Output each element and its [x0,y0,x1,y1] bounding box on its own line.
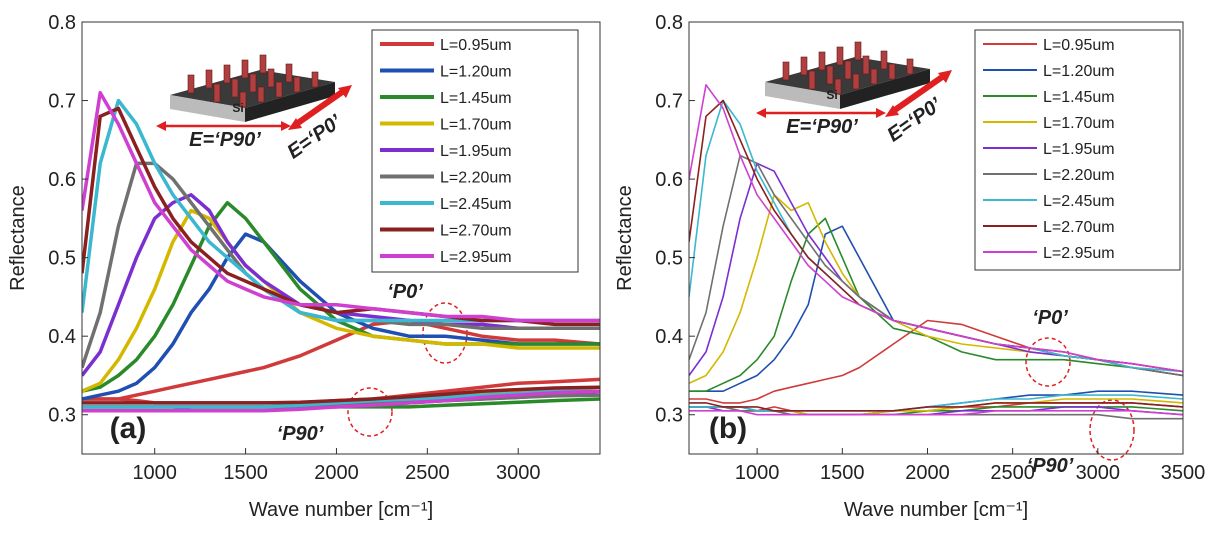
legend-label: L=1.45um [1043,89,1115,106]
y-tick-label: 0.7 [48,91,76,113]
legend-label: L=2.95um [440,249,512,266]
x-tick-label: 3000 [1076,462,1121,484]
annotation: (b) [709,412,747,445]
legend-label: L=0.95um [440,37,512,54]
y-tick-label: 0.6 [48,169,76,191]
legend-label: L=2.70um [1043,219,1115,236]
series-line [689,84,1183,373]
y-tick-label: 0.3 [48,405,76,427]
y-tick-label: 0.3 [655,405,683,427]
plot-frame [81,21,601,455]
legend-label: L=2.20um [1043,167,1115,184]
y-tick-label: 0.8 [48,12,76,34]
series-line [82,385,600,405]
legend-label: L=2.20um [440,170,512,187]
x-tick-label: 2000 [314,462,359,484]
legend-label: L=0.95um [1043,37,1115,54]
annotation: Si [826,88,837,102]
annotation: E=‘P90’ [189,129,261,151]
plot-frame [688,21,1184,455]
x-axis-label: Wave number [cm⁻¹] [844,499,1028,521]
series-line [689,410,1183,416]
series-line [689,402,1183,412]
legend-label: L=1.20um [1043,63,1115,80]
x-tick-label: 1000 [735,462,780,484]
y-axis-label: Reflectance [614,185,636,291]
inset-a [156,54,468,437]
legend-label: L=1.70um [440,117,512,134]
series-line [82,106,600,327]
series-line [82,193,600,377]
legend-label: L=1.95um [440,143,512,160]
x-tick-label: 1000 [132,462,177,484]
x-axis-label: Wave number [cm⁻¹] [249,499,433,521]
inset-b [756,41,1135,461]
x-tick-label: 2500 [990,462,1035,484]
y-tick-label: 0.4 [655,326,683,348]
annotation: Si [232,101,243,115]
legend-label: L=1.70um [1043,115,1115,132]
series-line [82,389,600,409]
series-line [689,217,1183,392]
series-line [82,318,600,401]
y-tick-label: 0.8 [655,12,683,34]
annotation: ‘P0’ [387,281,423,303]
legend-label: L=1.20um [440,64,512,81]
annotation: E=‘P90’ [786,116,858,138]
x-tick-label: 1500 [820,462,865,484]
x-tick-label: 2500 [405,462,450,484]
legend-label: L=2.95um [1043,245,1115,262]
x-tick-label: 2000 [905,462,950,484]
annotation: E=‘P0’ [283,110,346,163]
x-tick-label: 3000 [496,462,541,484]
series-line [82,90,600,323]
legend-label: L=2.70um [440,223,512,240]
legend-label: L=2.45um [440,196,512,213]
x-tick-label: 1500 [223,462,268,484]
legend-label: L=1.45um [440,90,512,107]
annotation: ‘P0’ [1032,307,1068,329]
annotation: ‘P90’ [277,423,324,445]
x-tick-label: 3500 [1161,462,1206,484]
series-line [82,232,600,401]
series-line [82,389,600,413]
annotation: (a) [110,412,147,445]
plot [689,84,1183,420]
y-tick-label: 0.4 [48,326,76,348]
chart-panel: 0.3 0.4 0.5 0.6 0.7 0.8 1000 1500 2000 2500 3000 Wa… [7,12,601,521]
y-axis-label: Reflectance [7,185,29,291]
y-tick-label: 0.5 [655,248,683,270]
y-tick-label: 0.7 [655,91,683,113]
annotation: E=‘P0’ [883,93,946,146]
y-tick-label: 0.5 [48,248,76,270]
legend-label: L=1.95um [1043,141,1115,158]
annotation: ‘P90’ [1027,455,1074,477]
plot [82,90,600,413]
y-tick-label: 0.6 [655,169,683,191]
legend-label: L=2.45um [1043,193,1115,210]
